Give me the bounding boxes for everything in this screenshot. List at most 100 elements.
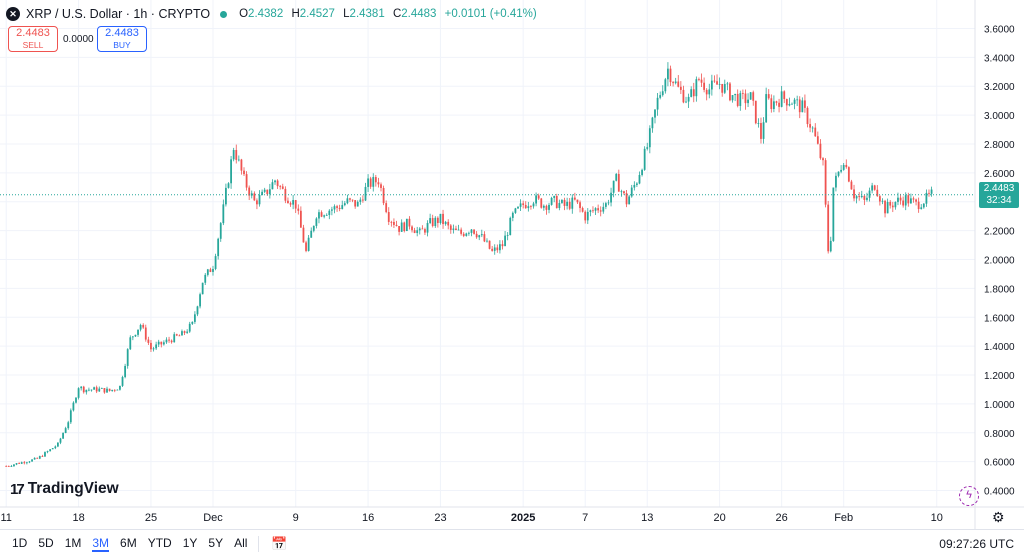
candle-body (302, 227, 305, 243)
candle-body (540, 198, 543, 208)
candle-body (615, 173, 618, 181)
candle-body (318, 212, 320, 219)
gear-icon[interactable]: ⚙ (992, 509, 1005, 525)
candle-body (491, 248, 494, 251)
candle-body (553, 196, 556, 198)
candle-body (592, 210, 594, 212)
range-5y[interactable]: 5Y (208, 536, 224, 550)
candle-body (237, 159, 240, 161)
candle-body (698, 79, 700, 80)
candle-body (470, 229, 473, 233)
candle-body (659, 95, 662, 98)
candle-body (669, 68, 672, 83)
candle-body (478, 235, 481, 238)
candle-body (889, 201, 892, 206)
candle-body (372, 177, 375, 187)
candle-body (806, 107, 809, 125)
candle-body (597, 208, 600, 211)
candle-body (343, 203, 346, 206)
symbol-title[interactable]: XRP / U.S. Dollar · 1h · CRYPTO (26, 7, 211, 21)
candle-body (643, 148, 646, 170)
candle-body (330, 209, 333, 211)
candle-body (240, 159, 243, 171)
ohlc-change: +0.0101 (+0.41%) (444, 8, 537, 20)
candle-body (20, 462, 23, 464)
candle-body (721, 83, 724, 93)
candle-body (33, 457, 36, 460)
candle-body (775, 101, 778, 103)
calendar-icon[interactable]: 📅 (271, 536, 288, 551)
candle-body (566, 201, 569, 206)
candle-body (835, 175, 837, 188)
candle-body (400, 222, 403, 232)
candle-body (607, 202, 610, 204)
candle-body (731, 95, 734, 101)
candle-body (188, 323, 191, 332)
tradingview-mark-icon: 17 (10, 480, 25, 498)
candle-body (708, 89, 711, 95)
candle-body (356, 201, 359, 207)
candle-body (268, 189, 271, 195)
candle-body (793, 99, 796, 104)
y-tick-label: 0.6000 (984, 458, 1015, 469)
y-tick-label: 1.2000 (984, 371, 1015, 382)
candle-body (380, 184, 382, 188)
candle-body (95, 387, 98, 392)
tradingview-logo[interactable]: 17 TradingView (10, 480, 119, 498)
candle-body (312, 225, 315, 231)
range-5d[interactable]: 5D (38, 536, 54, 550)
candle-body (576, 199, 579, 203)
candle-body (638, 174, 641, 184)
candle-body (778, 102, 780, 107)
candle-body (457, 229, 460, 231)
candle-body (465, 233, 468, 236)
candle-body (320, 212, 323, 217)
candle-body (336, 206, 338, 208)
candle-body (462, 233, 465, 236)
candle-body (54, 446, 57, 449)
candle-body (209, 269, 212, 272)
candlestick-chart[interactable]: 0.4000 0.6000 0.8000 1.0000 1.2000 1.4000 1.60… (0, 0, 1024, 529)
candle-body (514, 208, 517, 213)
range-1y[interactable]: 1Y (182, 536, 198, 550)
candle-body (49, 449, 52, 452)
candle-body (250, 193, 253, 196)
candle-body (656, 97, 659, 110)
candle-body (279, 186, 282, 187)
candle-body (108, 388, 111, 391)
candle-body (398, 226, 400, 232)
lightning-icon[interactable]: ϟ (959, 486, 979, 506)
utc-clock[interactable]: 09:27:26 UTC (939, 537, 1014, 551)
candle-body (749, 92, 752, 100)
range-6m[interactable]: 6M (120, 536, 137, 550)
candle-body (266, 189, 269, 195)
candle-body (667, 68, 669, 80)
candle-body (617, 173, 620, 192)
candle-body (847, 167, 850, 182)
candle-body (98, 388, 101, 392)
candle-body (57, 442, 59, 447)
buy-button[interactable]: 2.4483 BUY (97, 26, 147, 52)
candle-body (542, 205, 545, 208)
candle-body (369, 178, 372, 187)
range-1d[interactable]: 1D (12, 536, 28, 550)
candle-body (351, 199, 354, 201)
candle-body (377, 182, 380, 185)
candle-body (103, 387, 106, 393)
range-1m[interactable]: 1M (64, 536, 82, 550)
range-all[interactable]: All (234, 536, 248, 550)
candle-body (822, 158, 824, 161)
ohlc-close-label: C (392, 8, 402, 20)
candle-body (804, 100, 806, 108)
range-3m[interactable]: 3M (92, 536, 110, 552)
y-tick-label: 3.0000 (984, 111, 1015, 122)
range-ytd[interactable]: YTD (147, 536, 172, 550)
candle-body (281, 186, 284, 189)
candle-body (168, 339, 170, 341)
candle-body (509, 217, 512, 236)
ohlc-low-value: 2.4381 (349, 8, 385, 20)
candle-body (349, 198, 351, 200)
sell-button[interactable]: 2.4483 SELL (8, 26, 58, 52)
candle-body (641, 169, 643, 175)
candle-body (155, 344, 158, 349)
